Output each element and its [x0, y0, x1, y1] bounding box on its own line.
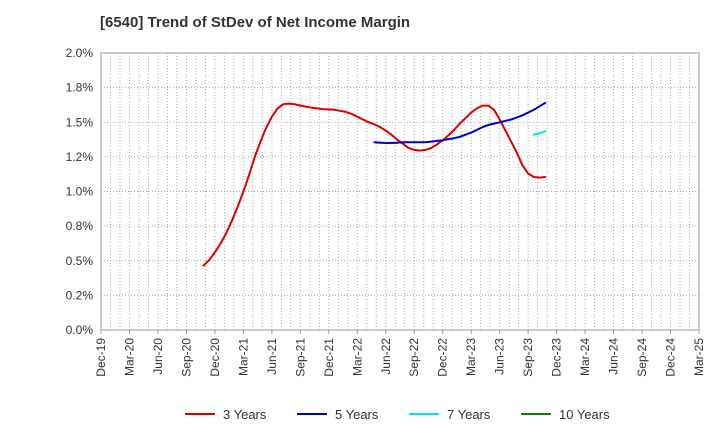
series-line-7-years	[532, 130, 547, 136]
y-tick-label: 0.2%	[66, 288, 94, 302]
x-tick-label: Mar-25	[692, 338, 706, 376]
x-tick-label: Mar-23	[464, 338, 478, 376]
legend-label: 10 Years	[559, 407, 610, 422]
x-tick-label: Sep-22	[407, 338, 421, 377]
y-axis-ticks: 0.0% 0.2% 0.5% 0.8% 1.0% 1.2% 1.5% 1.8% 2.0%	[66, 46, 94, 337]
y-tick-label: 1.5%	[66, 115, 94, 129]
x-tick-label: Dec-22	[436, 338, 450, 377]
series-line-5-years	[373, 101, 547, 144]
grid-layer	[101, 53, 699, 330]
y-tick-label: 0.8%	[66, 219, 94, 233]
x-tick-label: Mar-20	[122, 338, 136, 376]
chart-title: [6540] Trend of StDev of Net Income Marg…	[100, 14, 411, 31]
x-tick-label: Mar-24	[578, 338, 592, 376]
x-tick-label: Dec-21	[322, 338, 336, 377]
plot-frame	[100, 52, 700, 331]
x-tick-label: Sep-21	[293, 338, 307, 377]
x-tick-label: Mar-22	[350, 338, 364, 376]
x-tick-label: Jun-21	[265, 338, 279, 375]
x-tick-label: Dec-19	[94, 338, 108, 377]
x-tick-label: Sep-23	[521, 338, 535, 377]
series-line-3-years	[202, 102, 547, 267]
x-tick-label: Jun-22	[379, 338, 393, 375]
x-tick-label: Dec-24	[664, 338, 678, 377]
y-tick-label: 1.2%	[66, 150, 94, 164]
x-axis-ticks: Dec-19 Mar-20 Jun-20 Sep-20 Dec-20 Mar-21 Jun-…	[94, 330, 706, 377]
y-tick-label: 2.0%	[66, 46, 94, 60]
series-layer	[202, 101, 547, 267]
x-tick-label: Dec-20	[208, 338, 222, 377]
y-tick-label: 0.0%	[66, 323, 94, 337]
legend-label: 5 Years	[335, 407, 379, 422]
legend-label: 3 Years	[223, 407, 267, 422]
legend: 3 Years 5 Years 7 Years 10 Years	[185, 407, 610, 422]
x-tick-label: Sep-24	[635, 338, 649, 377]
x-tick-label: Jun-20	[151, 338, 165, 375]
legend-label: 7 Years	[447, 407, 491, 422]
y-tick-label: 1.8%	[66, 81, 94, 95]
x-tick-label: Jun-24	[607, 338, 621, 375]
y-tick-label: 0.5%	[66, 254, 94, 268]
x-tick-label: Sep-20	[179, 338, 193, 377]
y-tick-label: 1.0%	[66, 185, 94, 199]
x-tick-label: Jun-23	[493, 338, 507, 375]
x-tick-label: Dec-23	[550, 338, 564, 377]
x-tick-label: Mar-21	[236, 338, 250, 376]
